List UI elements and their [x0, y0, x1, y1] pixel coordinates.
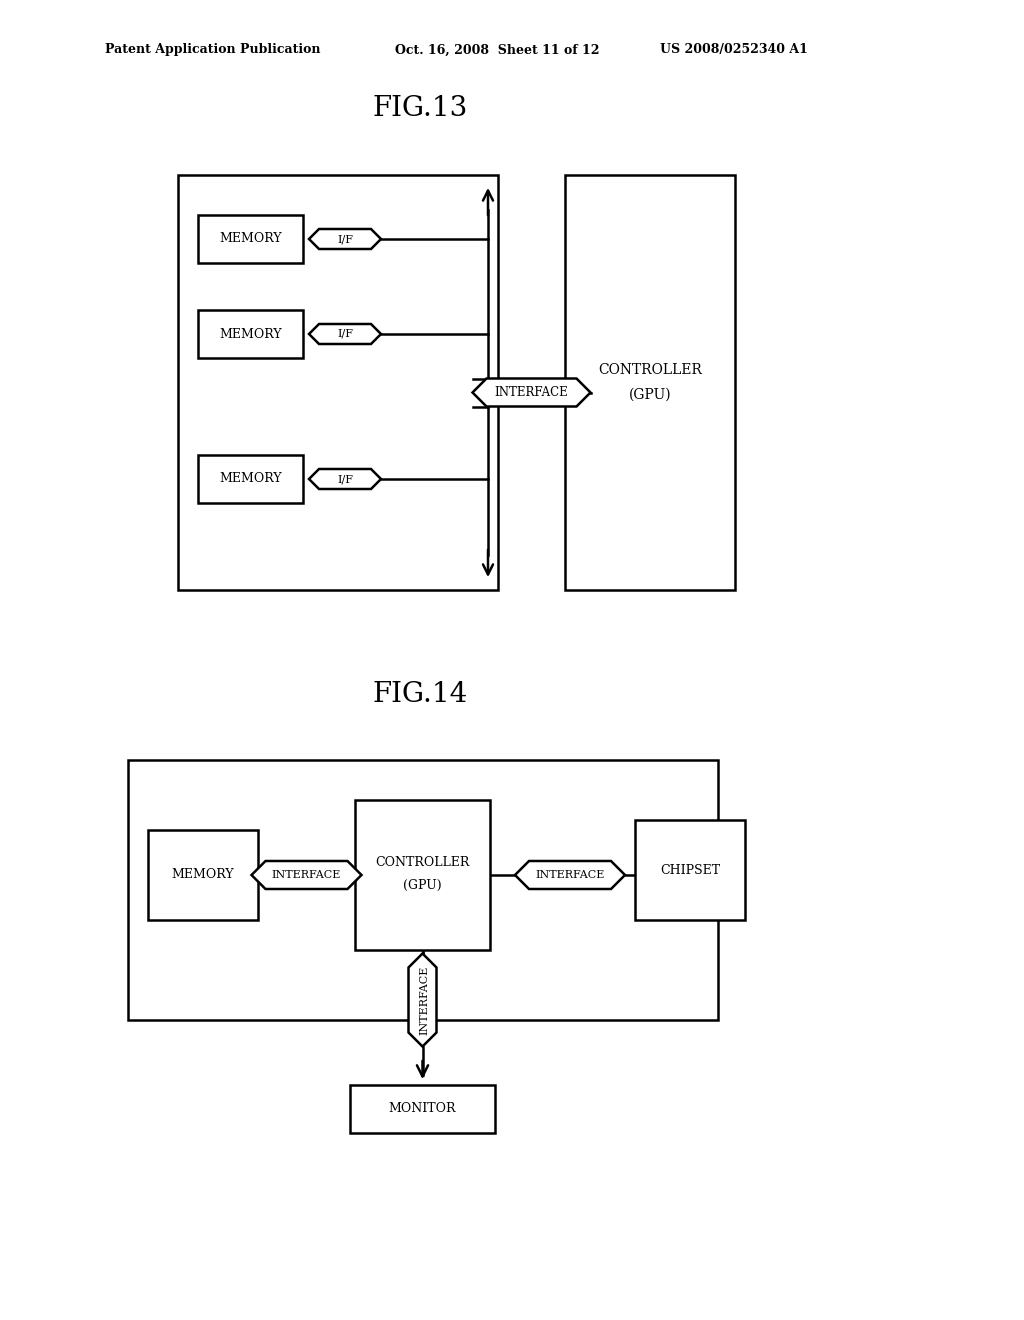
Bar	[635, 820, 745, 920]
Text: US 2008/0252340 A1: US 2008/0252340 A1	[660, 44, 808, 57]
Polygon shape	[309, 228, 381, 249]
Bar	[565, 176, 735, 590]
Text: CONTROLLER: CONTROLLER	[376, 857, 470, 870]
Polygon shape	[409, 953, 436, 1047]
Text: Patent Application Publication: Patent Application Publication	[105, 44, 321, 57]
Polygon shape	[515, 861, 625, 888]
Bar	[355, 800, 490, 950]
Bar	[198, 455, 303, 503]
Text: (GPU): (GPU)	[629, 388, 672, 401]
Bar	[148, 830, 258, 920]
Text: INTERFACE: INTERFACE	[536, 870, 605, 880]
Bar	[350, 1085, 495, 1133]
Polygon shape	[309, 323, 381, 345]
Text: MEMORY: MEMORY	[219, 327, 282, 341]
Polygon shape	[309, 469, 381, 488]
Bar	[198, 310, 303, 358]
Text: I/F: I/F	[337, 329, 353, 339]
Text: CONTROLLER: CONTROLLER	[598, 363, 701, 378]
Text: CHIPSET: CHIPSET	[659, 863, 720, 876]
Text: FIG.14: FIG.14	[373, 681, 468, 709]
Bar	[198, 215, 303, 263]
Polygon shape	[252, 861, 361, 888]
Bar	[128, 760, 718, 1020]
Text: MONITOR: MONITOR	[389, 1102, 457, 1115]
Polygon shape	[472, 379, 591, 407]
Text: INTERFACE: INTERFACE	[420, 965, 429, 1035]
Text: (GPU): (GPU)	[403, 879, 441, 891]
Text: MEMORY: MEMORY	[219, 232, 282, 246]
Text: MEMORY: MEMORY	[172, 869, 234, 882]
Text: Oct. 16, 2008  Sheet 11 of 12: Oct. 16, 2008 Sheet 11 of 12	[395, 44, 599, 57]
Text: I/F: I/F	[337, 234, 353, 244]
Text: INTERFACE: INTERFACE	[495, 385, 568, 399]
Text: I/F: I/F	[337, 474, 353, 484]
Bar	[178, 176, 498, 590]
Text: FIG.13: FIG.13	[373, 95, 468, 121]
Text: MEMORY: MEMORY	[219, 473, 282, 486]
Text: INTERFACE: INTERFACE	[271, 870, 341, 880]
